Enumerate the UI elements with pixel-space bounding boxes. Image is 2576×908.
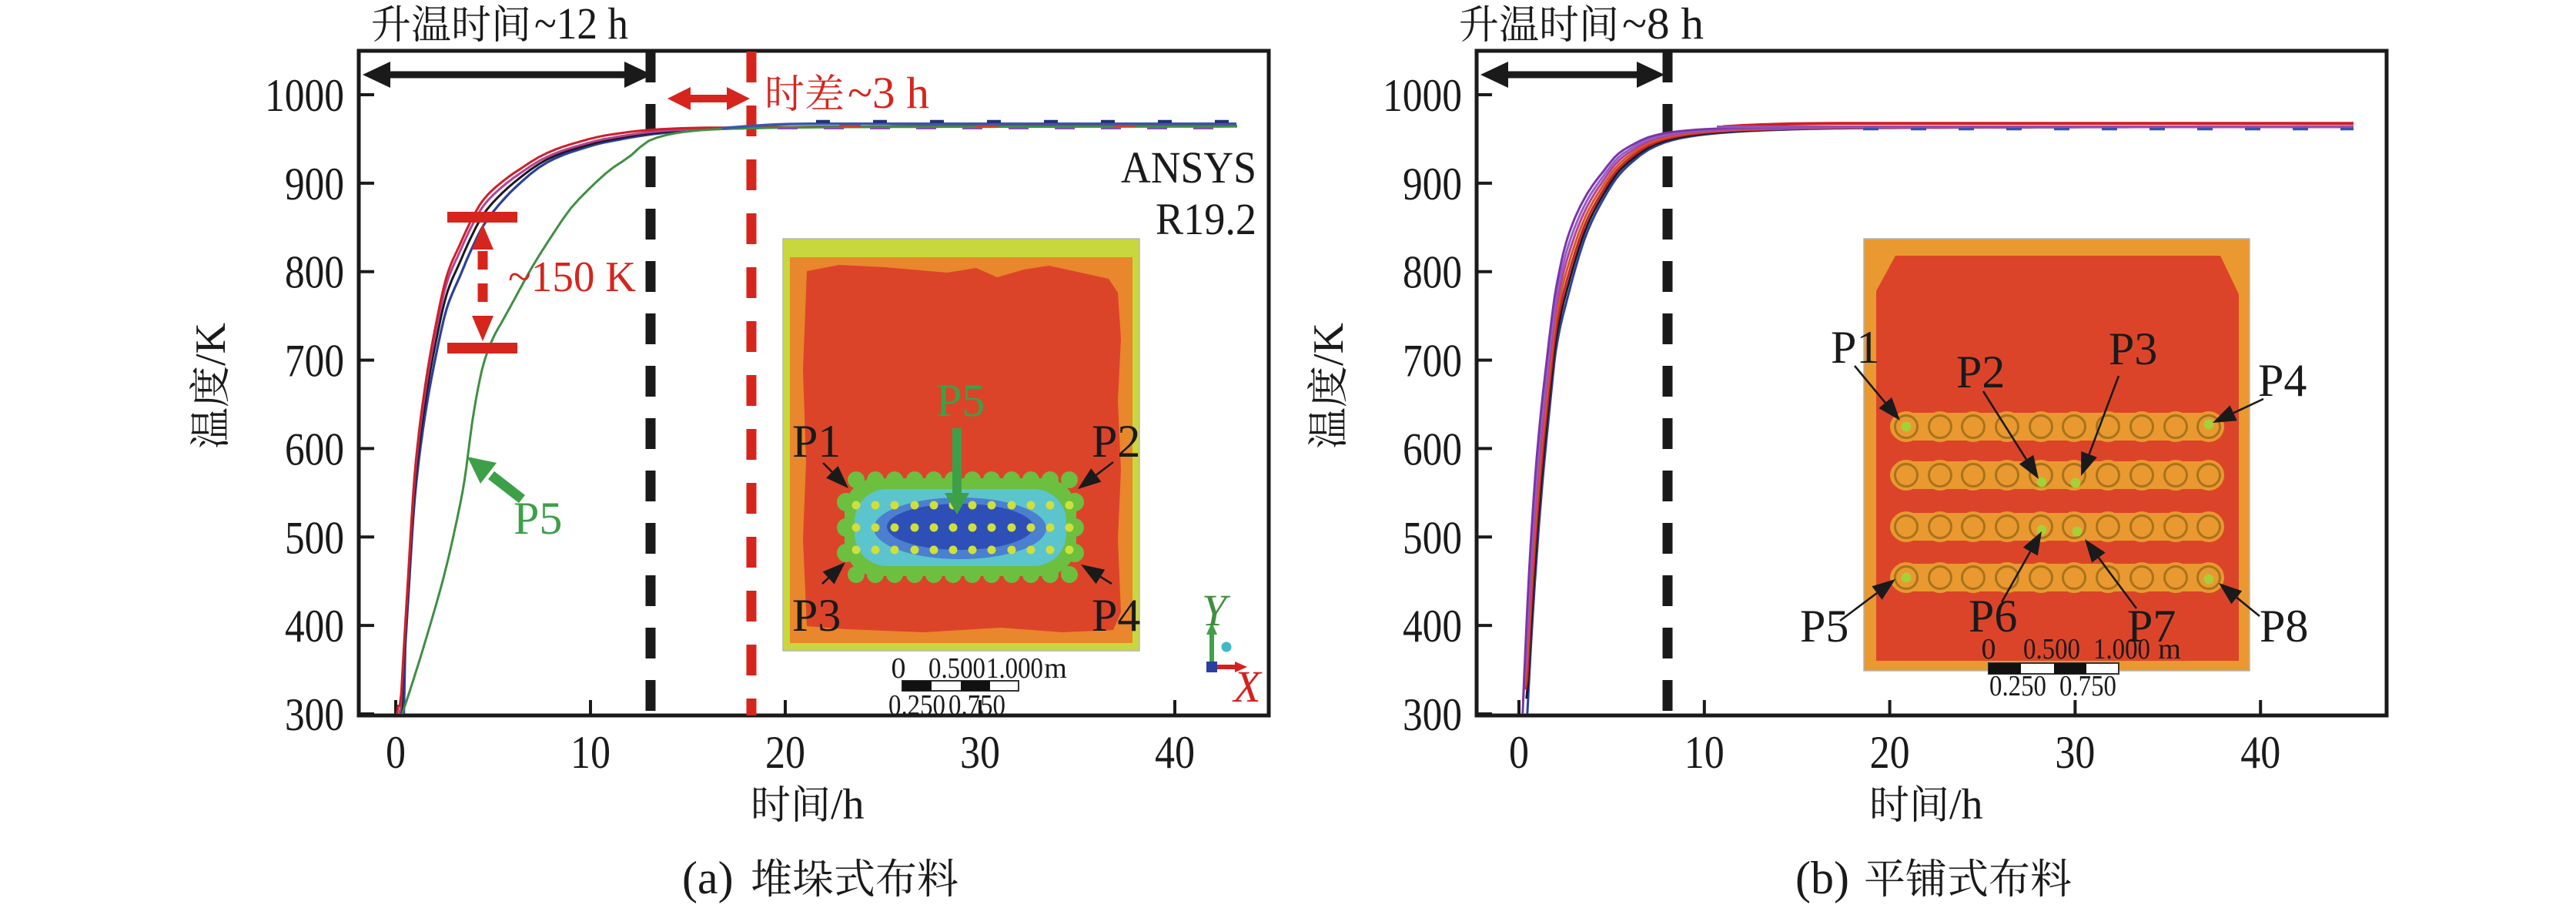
svg-text:400: 400: [285, 601, 344, 652]
svg-text:(b): (b): [1795, 853, 1849, 903]
svg-text:~12 h: ~12 h: [534, 0, 628, 49]
svg-text:1000: 1000: [265, 70, 344, 121]
svg-text:20: 20: [1870, 727, 1910, 778]
svg-text:20: 20: [765, 727, 805, 778]
svg-text:30: 30: [2055, 727, 2095, 778]
svg-text:P6: P6: [1969, 591, 2017, 642]
svg-text:0.250: 0.250: [888, 689, 945, 722]
svg-text:0: 0: [1509, 727, 1529, 778]
svg-text:(a): (a): [682, 853, 734, 903]
svg-text:m: m: [1044, 652, 1067, 685]
svg-text:0.500: 0.500: [2023, 633, 2080, 665]
svg-text:10: 10: [570, 727, 611, 778]
svg-text:600: 600: [285, 424, 344, 474]
svg-text:0: 0: [892, 652, 906, 685]
svg-text:Y: Y: [1202, 585, 1231, 635]
svg-text:500: 500: [285, 512, 344, 563]
svg-text:0.750: 0.750: [2059, 670, 2116, 702]
svg-text:0.500: 0.500: [928, 652, 985, 685]
svg-text:/K: /K: [1305, 323, 1353, 366]
svg-text:10: 10: [1684, 727, 1725, 778]
svg-text:0.250: 0.250: [1989, 670, 2046, 702]
svg-text:400: 400: [1403, 601, 1462, 652]
svg-text:1.000: 1.000: [2093, 633, 2150, 665]
svg-text:0: 0: [386, 727, 406, 778]
svg-text:~150 K: ~150 K: [508, 253, 636, 301]
svg-text:~3 h: ~3 h: [848, 68, 929, 118]
svg-text:30: 30: [960, 727, 1000, 778]
svg-text:40: 40: [1155, 727, 1195, 778]
svg-text:600: 600: [1403, 424, 1462, 474]
svg-text:X: X: [1232, 662, 1263, 712]
svg-text:500: 500: [1403, 512, 1462, 563]
svg-text:P1: P1: [792, 416, 841, 467]
svg-text:300: 300: [285, 689, 344, 740]
svg-text:0: 0: [1982, 633, 1996, 665]
svg-text:900: 900: [285, 159, 344, 209]
svg-text:/h: /h: [1949, 781, 1983, 829]
svg-text:P5: P5: [1800, 601, 1848, 652]
svg-text:800: 800: [285, 247, 344, 298]
svg-text:P5: P5: [936, 375, 985, 426]
svg-text:700: 700: [1403, 336, 1462, 387]
svg-text:40: 40: [2240, 727, 2280, 778]
svg-text:1.000: 1.000: [986, 652, 1043, 685]
svg-text:P3: P3: [792, 590, 841, 641]
svg-text:0.750: 0.750: [948, 689, 1005, 722]
svg-text:P7: P7: [2127, 601, 2176, 652]
svg-text:300: 300: [1403, 689, 1462, 740]
svg-text:P2: P2: [1956, 347, 2005, 397]
svg-text:m: m: [2158, 633, 2181, 665]
svg-text:ANSYS: ANSYS: [1121, 142, 1256, 193]
svg-text:P4: P4: [2258, 355, 2307, 406]
svg-text:P3: P3: [2109, 323, 2157, 374]
svg-text:~8 h: ~8 h: [1622, 0, 1704, 49]
svg-text:P2: P2: [1092, 416, 1140, 467]
svg-text:P5: P5: [514, 493, 562, 544]
svg-text:1000: 1000: [1383, 70, 1462, 121]
svg-text:P8: P8: [2260, 601, 2308, 652]
svg-text:R19.2: R19.2: [1156, 194, 1256, 244]
svg-text:/h: /h: [831, 781, 865, 829]
svg-text:800: 800: [1403, 247, 1462, 298]
svg-text:P4: P4: [1092, 590, 1140, 641]
svg-text:P1: P1: [1831, 322, 1879, 373]
svg-text:/K: /K: [187, 323, 235, 366]
svg-text:700: 700: [285, 336, 344, 387]
svg-text:900: 900: [1403, 159, 1462, 209]
